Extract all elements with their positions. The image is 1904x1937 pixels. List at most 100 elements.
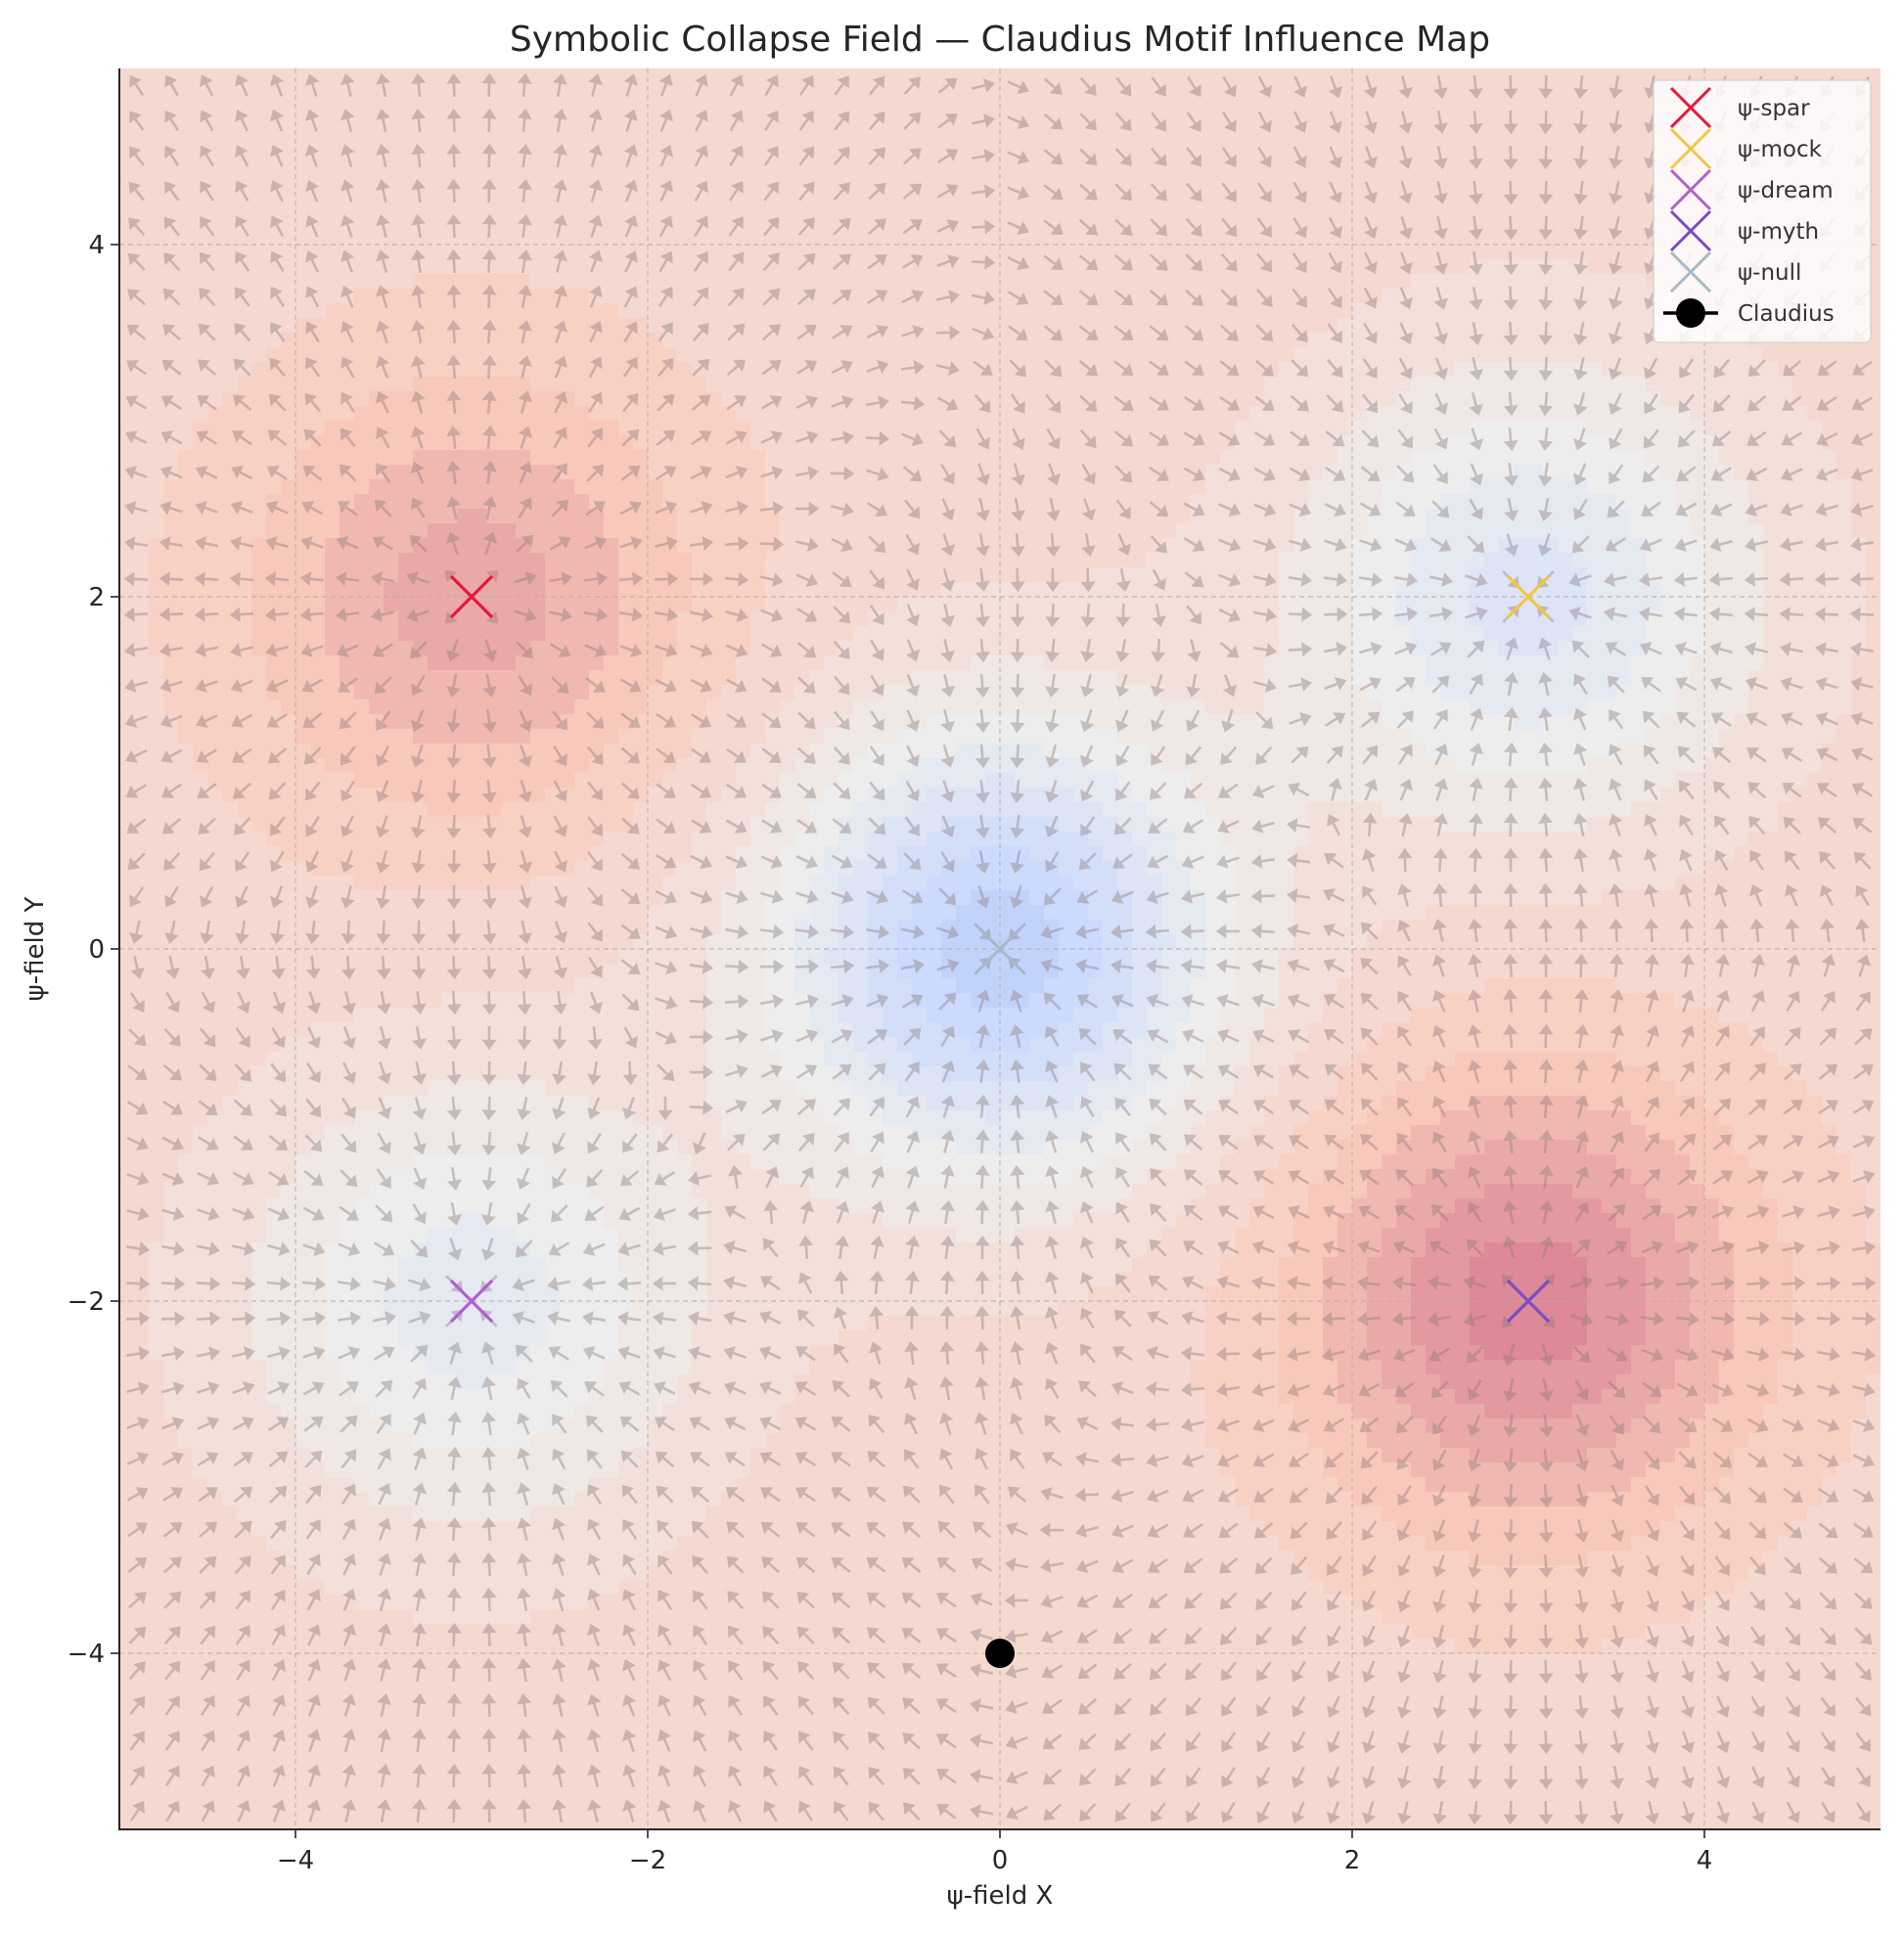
heat-cell (633, 1022, 649, 1038)
heat-cell (149, 817, 164, 833)
heat-cell (530, 113, 546, 128)
heat-cell (560, 1404, 575, 1419)
heat-cell (398, 289, 414, 304)
heat-cell (589, 1360, 605, 1375)
heat-cell (633, 157, 649, 172)
heat-cell (413, 1565, 429, 1581)
heat-cell (677, 832, 693, 847)
heat-cell (163, 1184, 179, 1199)
heat-cell (530, 1257, 546, 1273)
heat-cell (530, 1345, 546, 1361)
heat-cell (134, 1463, 150, 1478)
heat-cell (149, 670, 164, 686)
heat-cell (295, 1477, 311, 1493)
heat-cell (428, 1639, 443, 1654)
heat-cell (721, 347, 737, 363)
heat-cell (310, 450, 326, 466)
heat-cell (325, 1727, 340, 1742)
heat-cell (501, 1360, 517, 1375)
heat-cell (266, 1609, 282, 1625)
heat-cell (428, 1771, 443, 1786)
heat-cell (516, 1785, 531, 1801)
heat-cell (530, 450, 546, 466)
heat-cell (662, 1639, 678, 1654)
heat-cell (618, 157, 634, 172)
heat-cell (574, 846, 590, 862)
heat-cell (398, 347, 414, 363)
heat-cell (398, 1771, 414, 1786)
heat-cell (604, 567, 619, 583)
heat-cell (486, 1785, 502, 1801)
heat-cell (149, 509, 164, 524)
heat-cell (428, 685, 443, 700)
heat-cell (706, 68, 722, 84)
heat-cell (589, 699, 605, 715)
heat-cell (706, 201, 722, 216)
heat-cell (677, 1345, 693, 1361)
heat-cell (163, 1771, 179, 1786)
heat-cell (428, 1463, 443, 1478)
heat-cell (134, 626, 150, 642)
heat-cell (222, 1213, 238, 1229)
heat-cell (119, 83, 135, 99)
heat-cell (604, 1492, 619, 1508)
heat-cell (545, 655, 561, 671)
heat-cell (237, 802, 252, 818)
heat-cell (398, 113, 414, 128)
heat-cell (163, 509, 179, 524)
heat-cell (134, 553, 150, 568)
heat-cell (251, 729, 267, 744)
heat-cell (163, 171, 179, 187)
heat-cell (207, 494, 223, 510)
heat-cell (662, 450, 678, 466)
heat-cell (574, 1154, 590, 1170)
heat-cell (501, 83, 517, 99)
heat-cell (119, 1330, 135, 1346)
heat-cell (677, 1551, 693, 1566)
heat-cell (251, 1683, 267, 1698)
heat-cell (266, 1683, 282, 1698)
heat-cell (398, 773, 414, 788)
heat-cell (472, 494, 487, 510)
heat-cell (134, 1404, 150, 1419)
heat-cell (384, 978, 399, 994)
heat-cell (574, 333, 590, 348)
heat-cell (134, 421, 150, 436)
heat-cell (281, 876, 296, 891)
heat-cell (501, 788, 517, 803)
heat-cell (560, 127, 575, 143)
heat-cell (677, 758, 693, 774)
heat-cell (501, 479, 517, 495)
heat-cell (589, 1257, 605, 1273)
heat-cell (604, 1330, 619, 1346)
heat-cell (266, 377, 282, 392)
heat-cell (222, 1022, 238, 1038)
heat-cell (149, 655, 164, 671)
heat-cell (237, 479, 252, 495)
heat-cell (281, 597, 296, 612)
heat-cell (163, 479, 179, 495)
heat-cell (149, 1272, 164, 1287)
heat-cell (149, 1184, 164, 1199)
heat-cell (472, 201, 487, 216)
heat-cell (178, 1125, 194, 1141)
heat-cell (428, 934, 443, 950)
heat-cell (501, 1580, 517, 1596)
heat-cell (207, 1565, 223, 1581)
heat-cell (457, 157, 473, 172)
heat-cell (251, 465, 267, 480)
heat-cell (251, 245, 267, 260)
heat-cell (677, 391, 693, 407)
heat-cell (472, 1022, 487, 1038)
heat-cell (721, 832, 737, 847)
heat-cell (222, 934, 238, 950)
heat-cell (633, 1330, 649, 1346)
heat-cell (178, 1683, 194, 1698)
heat-cell (589, 127, 605, 143)
heat-cell (442, 1463, 458, 1478)
heat-cell (501, 1595, 517, 1610)
heat-cell (618, 1228, 634, 1243)
heat-cell (428, 538, 443, 554)
heat-cell (251, 773, 267, 788)
heat-cell (428, 1800, 443, 1816)
